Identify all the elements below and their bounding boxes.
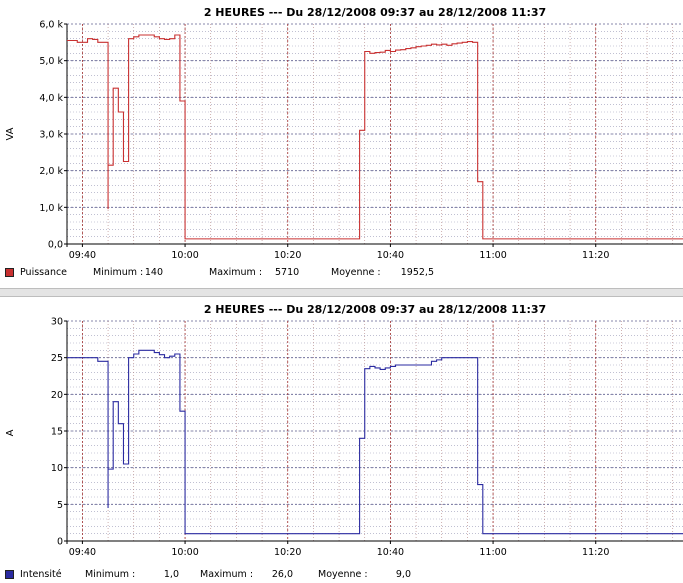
y-tick-label: 3,0 k — [39, 130, 63, 141]
x-tick-label: 09:40 — [69, 250, 96, 261]
legend-min-value: 1,0 — [163, 569, 179, 580]
intensite-chart-panel: 2 HEURES --- Du 28/12/2008 09:37 au 28/1… — [0, 297, 683, 583]
series-line — [67, 349, 683, 535]
y-tick-label: 30 — [51, 317, 63, 328]
x-tick-label: 10:00 — [171, 250, 198, 261]
y-axis-label: VA — [5, 127, 16, 140]
legend-avg-value: 9,0 — [395, 569, 411, 580]
puissance-chart-panel: 2 HEURES --- Du 28/12/2008 09:37 au 28/1… — [0, 0, 683, 288]
y-tick-label: 0 — [57, 537, 63, 548]
x-tick-label: 09:40 — [69, 547, 96, 558]
legend-min-value: 140 — [144, 267, 163, 278]
legend-max-value: 5710 — [275, 267, 300, 278]
y-tick-label: 10 — [51, 463, 63, 474]
series-line — [67, 34, 683, 240]
x-tick-label: 10:00 — [171, 547, 198, 558]
legend-max-label: Maximum : — [200, 569, 254, 580]
puissance-legend: Puissance Minimum : 140 Maximum : 5710 M… — [5, 266, 675, 280]
legend-series-name: Puissance — [20, 267, 68, 278]
legend-min-label: Minimum : — [85, 569, 136, 580]
x-tick-label: 10:20 — [274, 547, 301, 558]
y-tick-label: 15 — [51, 427, 63, 438]
y-tick-label: 5,0 k — [39, 56, 63, 67]
legend-avg-value: 1952,5 — [400, 267, 434, 278]
chart-title: 2 HEURES --- Du 28/12/2008 09:37 au 28/1… — [204, 303, 546, 316]
y-tick-label: 4,0 k — [39, 93, 63, 104]
x-tick-label: 10:40 — [377, 547, 404, 558]
legend-max-value: 26,0 — [271, 569, 293, 580]
y-tick-label: 25 — [51, 353, 63, 364]
x-tick-label: 10:20 — [274, 250, 301, 261]
intensite-legend-swatch — [5, 570, 14, 579]
legend-avg-label: Moyenne : — [331, 267, 381, 278]
panel-separator — [0, 288, 683, 297]
puissance-chart: 2 HEURES --- Du 28/12/2008 09:37 au 28/1… — [5, 6, 683, 261]
y-tick-label: 1,0 k — [39, 203, 63, 214]
y-tick-label: 20 — [51, 390, 63, 401]
x-tick-label: 11:00 — [479, 547, 506, 558]
x-tick-label: 10:40 — [377, 250, 404, 261]
legend-min-label: Minimum : — [93, 267, 144, 278]
x-tick-label: 11:00 — [479, 250, 506, 261]
puissance-legend-swatch — [5, 268, 14, 277]
y-tick-label: 2,0 k — [39, 166, 63, 177]
legend-series-name: Intensité — [20, 569, 62, 580]
x-tick-label: 11:20 — [582, 250, 609, 261]
y-tick-label: 6,0 k — [39, 20, 63, 31]
y-tick-label: 0,0 — [48, 240, 63, 251]
intensite-legend: Intensité Minimum : 1,0 Maximum : 26,0 M… — [5, 568, 675, 582]
y-tick-label: 5 — [57, 500, 63, 511]
intensite-chart: 2 HEURES --- Du 28/12/2008 09:37 au 28/1… — [5, 303, 683, 558]
y-axis-label: A — [5, 429, 16, 436]
x-tick-label: 11:20 — [582, 547, 609, 558]
chart-title: 2 HEURES --- Du 28/12/2008 09:37 au 28/1… — [204, 6, 546, 19]
legend-avg-label: Moyenne : — [318, 569, 368, 580]
legend-max-label: Maximum : — [209, 267, 263, 278]
